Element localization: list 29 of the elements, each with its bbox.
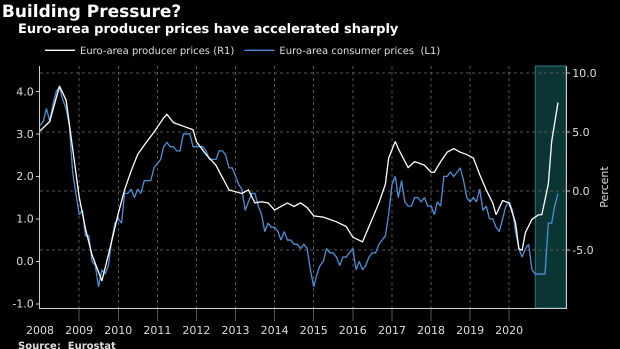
x-tick-label: 2009 [65,324,94,338]
chart-subtitle: Euro-area producer prices have accelerated sharply [18,22,399,37]
y2-tick-label: 0.0 [572,184,590,198]
y-tick-label: 4.0 [16,85,34,98]
y2-axis-title: Percent [598,166,611,208]
x-tick-label: 2010 [104,324,132,338]
y-tick-label: 1.0 [16,212,34,226]
x-tick-label: 2015 [300,324,328,338]
y-tick-label: 0.0 [16,255,34,268]
x-tick-label: 2014 [260,324,289,338]
x-tick-label: 2019 [456,324,484,338]
x-tick-label: 2012 [182,324,210,338]
y2-tick-label: 10.0 [572,66,597,80]
y-tick-label: -1.0 [12,298,34,311]
chart-title: Building Pressure? [2,2,182,22]
x-tick-label: 2018 [417,324,446,338]
source-note: Source: Eurostat [18,341,116,349]
x-tick-label: 2020 [495,324,524,338]
y2-tick-label: -5.0 [572,244,594,258]
y-tick-label: 2.0 [16,170,34,184]
y-tick-label: 3.0 [16,128,34,141]
x-tick-label: 2008 [26,324,54,338]
x-tick-label: 2011 [143,324,172,338]
y2-tick-label: 5.0 [572,126,590,139]
x-tick-label: 2017 [378,324,406,338]
legend-label: Euro-area consumer prices (L1) [279,46,440,58]
x-tick-label: 2013 [222,324,250,338]
x-tick-label: 2016 [338,324,367,338]
legend-label: Euro-area producer prices (R1) [80,46,234,58]
